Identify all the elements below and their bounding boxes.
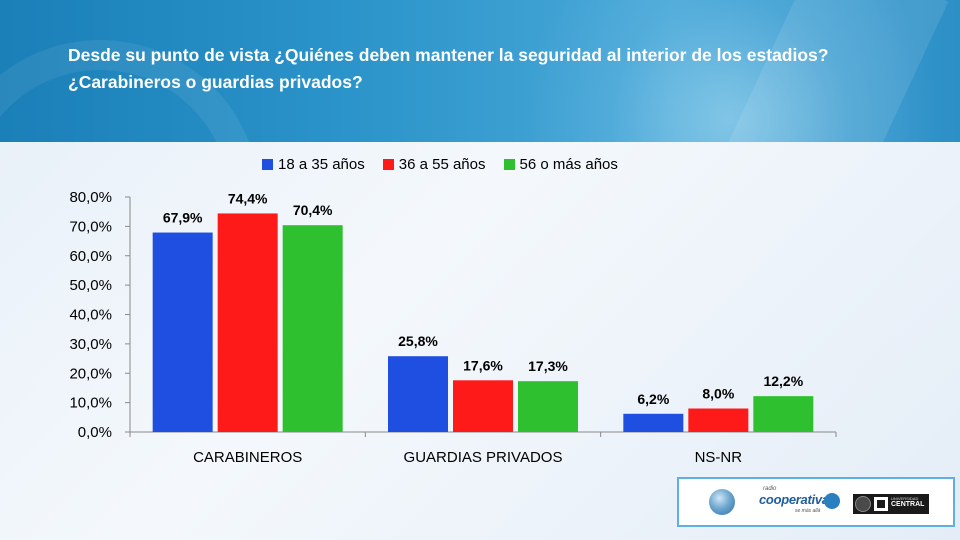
- x-category-label: GUARDIAS PRIVADOS: [404, 449, 563, 466]
- data-label: 17,6%: [463, 357, 503, 373]
- data-label: 17,3%: [528, 358, 568, 374]
- bar: [518, 381, 578, 432]
- legend-swatch: [262, 158, 273, 170]
- bar: [282, 225, 343, 432]
- y-tick-label: 60,0%: [69, 248, 112, 265]
- bar: [217, 213, 278, 432]
- data-label: 12,2%: [763, 373, 803, 389]
- ucen-top-text: UNIVERSIDAD: [891, 496, 919, 501]
- bar: [688, 408, 749, 432]
- university-seal-icon: [855, 496, 871, 512]
- data-label: 70,4%: [293, 202, 333, 218]
- bar: [453, 380, 513, 432]
- cooperativa-mark-icon: [824, 493, 840, 509]
- cooperativa-logo-small: radio: [763, 486, 777, 492]
- data-label: 8,0%: [702, 386, 734, 402]
- legend-swatch: [503, 158, 515, 170]
- ucen-name-text: CENTRAL: [891, 501, 925, 508]
- y-tick-label: 50,0%: [69, 277, 112, 294]
- bar: [753, 396, 814, 432]
- bar: [623, 413, 684, 432]
- universidad-central-logo: UNIVERSIDAD CENTRAL: [853, 494, 929, 514]
- data-label: 25,8%: [398, 333, 438, 349]
- chart-legend: 18 a 35 años 36 a 55 años 56 o más años: [262, 154, 636, 174]
- data-label: 74,4%: [228, 190, 268, 206]
- cooperativa-tagline: se más allá: [795, 508, 821, 514]
- data-label: 67,9%: [163, 210, 203, 226]
- y-tick-label: 10,0%: [69, 395, 112, 412]
- bar: [152, 232, 213, 432]
- x-category-label: CARABINEROS: [193, 449, 302, 466]
- legend-label: 36 a 55 años: [398, 155, 486, 173]
- banner-decoration: [520, 0, 940, 142]
- legend-item: 36 a 55 años: [382, 155, 486, 173]
- y-tick-label: 40,0%: [69, 307, 112, 324]
- bar: [388, 356, 448, 432]
- y-tick-label: 30,0%: [69, 336, 112, 353]
- y-tick-label: 20,0%: [69, 365, 112, 382]
- y-tick-label: 80,0%: [69, 189, 112, 206]
- legend-item: 18 a 35 años: [262, 156, 365, 173]
- legend-label: 56 o más años: [519, 155, 618, 173]
- sponsor-logos: radio cooperativa se más allá UNIVERSIDA…: [677, 477, 955, 527]
- y-tick-label: 70,0%: [69, 218, 112, 235]
- data-label: 6,2%: [637, 391, 669, 407]
- slide-title: Desde su punto de vista ¿Quiénes deben m…: [68, 45, 829, 92]
- cooperativa-logo: cooperativa: [759, 492, 829, 507]
- legend-item: 56 o más años: [503, 155, 618, 173]
- x-category-label: NS-NR: [695, 449, 743, 466]
- y-tick-label: 0,0%: [78, 424, 112, 441]
- globe-logo-icon: [709, 489, 735, 515]
- header-banner: Desde su punto de vista ¿Quiénes deben m…: [0, 0, 960, 142]
- legend-swatch: [382, 158, 394, 170]
- legend-label: 18 a 35 años: [278, 155, 365, 173]
